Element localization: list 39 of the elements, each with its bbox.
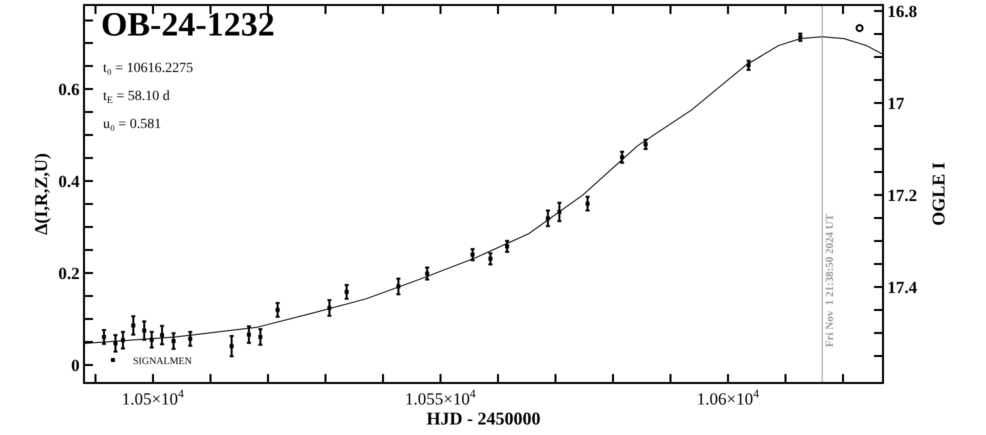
point [505, 244, 510, 248]
x-tick-label: 1.06×10$^{4}$ [696, 386, 760, 408]
point [102, 334, 106, 339]
y2-tick-label: 16.8 [887, 2, 918, 22]
annotation: u₀ = 0.581 [103, 117, 162, 132]
y-tick-label: 0.4 [58, 172, 80, 192]
y-tick-label: 0.6 [58, 80, 80, 100]
point [344, 290, 349, 294]
point [620, 155, 624, 160]
point [258, 334, 262, 339]
x-tick-label: 1.055×10$^{4}$ [404, 386, 476, 408]
annotation: t$_{E}$ = 58.10 d [103, 89, 170, 106]
x-tick-label: 1.05×10$^{4}$ [122, 386, 184, 408]
point [142, 328, 146, 333]
point [644, 142, 648, 146]
point [470, 252, 475, 257]
annotation: t₀ = 10616.2275 [103, 61, 194, 76]
y2-axis-title: OGLE I [928, 162, 948, 226]
chart-title: OB-24-1232 [100, 6, 275, 44]
point [488, 256, 492, 261]
point [230, 344, 234, 348]
y2-tick-label: 17 [887, 94, 905, 114]
point [188, 336, 192, 341]
point [113, 341, 118, 346]
point [276, 308, 280, 312]
y-axis-title: Δ(I,R,Z,U) [31, 153, 52, 235]
x-axis-title: HJD - 2450000 [426, 408, 540, 428]
point [160, 333, 164, 338]
y2-tick-label: 17.2 [887, 186, 918, 206]
point [172, 339, 176, 344]
point [246, 332, 251, 337]
point [131, 323, 136, 328]
y-tick-label: 0 [71, 356, 80, 375]
point [425, 272, 430, 276]
y2-tick-label: 17.4 [887, 278, 918, 298]
point [586, 202, 590, 206]
y-tick-label: 0.2 [58, 264, 80, 284]
legend-label: SIGNALMEN [132, 356, 192, 367]
annotation: Fri Nov 1 21:38:50 2024 UT [824, 213, 836, 348]
